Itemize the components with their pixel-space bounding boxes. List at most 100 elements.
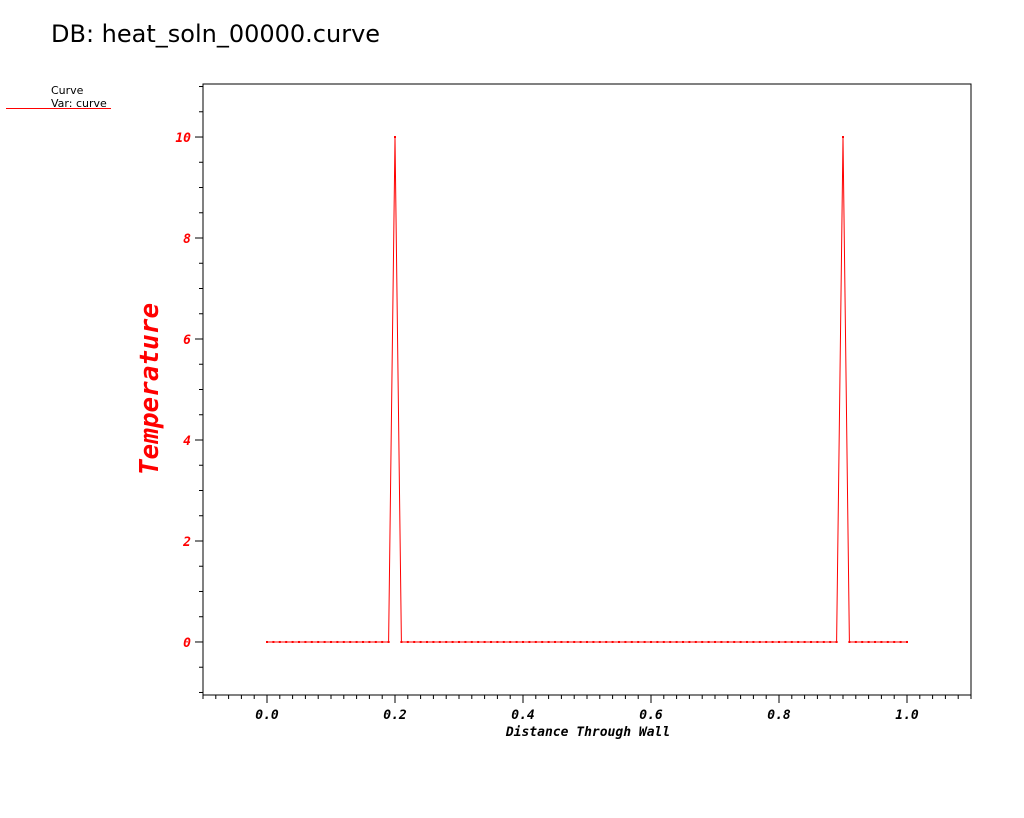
x-axis-title: Distance Through Wall [505,725,670,740]
data-point [630,640,633,643]
data-point [848,640,851,643]
data-point [278,640,281,643]
data-point [355,640,358,643]
data-point [810,640,812,643]
plot-frame [202,83,972,696]
data-point [874,640,876,643]
data-point [752,640,755,643]
data-point [579,640,582,643]
data-point [822,640,825,643]
x-tick-label: 0.8 [767,708,791,723]
data-point [656,640,659,643]
y-tick-label: 4 [183,434,191,449]
data-point [733,640,736,643]
data-point [605,640,608,643]
x-tick-label: 1.0 [895,708,919,723]
data-point [688,640,691,643]
data-point [502,640,505,643]
data-point [419,640,422,643]
data-point [797,640,800,643]
data-point [758,640,761,643]
data-point [509,640,512,643]
data-point [387,640,390,643]
data-point [406,640,409,643]
data-point [310,640,313,643]
data-point [618,640,620,643]
data-point [662,640,665,643]
data-point [790,640,793,643]
data-point [438,640,441,643]
y-tick-label: 0 [183,636,191,651]
y-tick-label: 8 [183,232,191,247]
data-point [413,640,416,643]
legend-var-label: Var: curve [51,97,107,110]
data-point [611,640,614,643]
data-point [554,640,556,643]
data-point [394,136,396,139]
data-point [560,640,563,643]
y-minor-ticks [195,86,203,693]
data-point [374,640,377,643]
data-point [893,640,896,643]
data-point [694,640,697,643]
data-point [362,640,364,643]
data-point [342,640,345,643]
data-point [426,640,428,643]
data-point [886,640,889,643]
data-point [624,640,627,643]
data-point [400,640,403,643]
y-tick-labels: 0 2 4 6 8 10 [175,131,191,651]
data-point [534,640,537,643]
data-point [771,640,774,643]
x-tick-labels: 0.0 0.2 0.4 0.6 0.8 1.0 [255,708,919,723]
legend-curve-name: Curve [51,84,84,97]
series-points [266,136,908,643]
data-point [906,640,908,643]
data-point [726,640,729,643]
data-point [778,640,780,643]
data-point [880,640,883,643]
data-point [566,640,569,643]
data-point [637,640,640,643]
data-point [445,640,448,643]
data-point [323,640,326,643]
y-axis-title: Temperature [135,303,165,475]
y-tick-label: 10 [175,131,191,146]
data-point [477,640,480,643]
data-point [470,640,473,643]
data-point [368,640,371,643]
data-point [784,640,787,643]
data-point [714,640,716,643]
data-point [515,640,518,643]
data-point [451,640,454,643]
data-point [541,640,544,643]
data-point [349,640,352,643]
x-tick-label: 0.0 [255,708,279,723]
legend: Curve Var: curve [0,84,120,114]
data-point [682,640,684,643]
data-point [573,640,576,643]
data-point [650,640,652,643]
data-point [528,640,531,643]
plot-title: DB: heat_soln_00000.curve [51,20,381,48]
data-point [720,640,723,643]
data-point [598,640,601,643]
data-point [285,640,288,643]
data-point [336,640,339,643]
data-point [592,640,595,643]
series-line-curve [267,137,907,643]
x-tick-label: 0.2 [383,708,407,723]
data-point [291,640,294,643]
data-point [854,640,857,643]
data-point [266,640,268,643]
data-point [803,640,806,643]
data-point [829,640,832,643]
data-point [458,640,460,643]
y-tick-label: 2 [182,535,191,550]
data-point [739,640,742,643]
data-point [707,640,710,643]
data-point [669,640,672,643]
data-point [675,640,678,643]
data-point [547,640,550,643]
